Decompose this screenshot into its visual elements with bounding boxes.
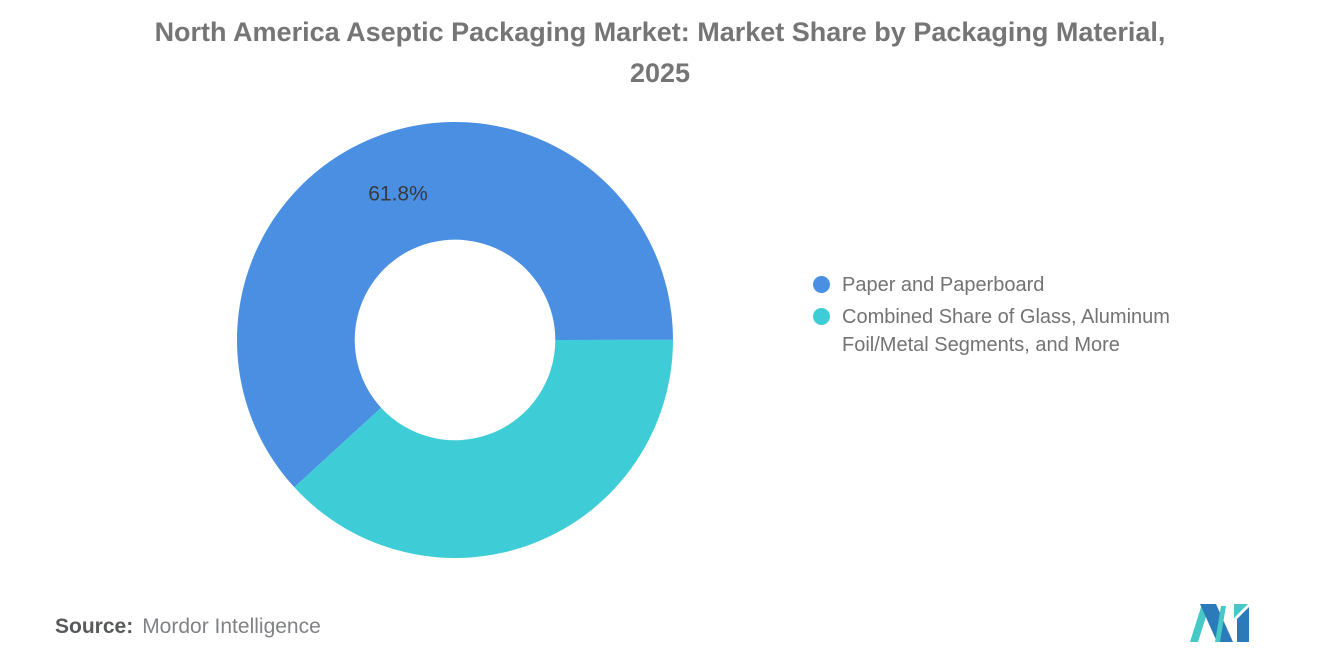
source-row: Source: Mordor Intelligence <box>55 615 321 639</box>
source-value: Mordor Intelligence <box>142 615 321 638</box>
legend-marker-icon <box>813 308 830 325</box>
legend-item-combined-others[interactable]: Combined Share of Glass, Aluminum Foil/M… <box>813 303 1213 359</box>
donut-chart: 61.8% <box>237 121 674 558</box>
legend-item-paper-and-paperboard[interactable]: Paper and Paperboard <box>813 271 1213 299</box>
source-label: Source: <box>55 615 134 638</box>
donut-slice-paper-and-paperboard[interactable] <box>237 121 674 488</box>
legend-item-label: Paper and Paperboard <box>842 274 1045 296</box>
slice-percentage-label: 61.8% <box>368 183 428 206</box>
chart-title: North America Aseptic Packaging Market: … <box>154 17 1166 88</box>
legend-item-label: Combined Share of Glass, Aluminum Foil/M… <box>842 306 1170 356</box>
legend-marker-icon <box>813 276 830 293</box>
chart-legend: Paper and Paperboard Combined Share of G… <box>813 271 1213 359</box>
donut-slice-combined-others[interactable] <box>294 339 673 558</box>
mordor-intelligence-logo <box>1190 604 1249 642</box>
